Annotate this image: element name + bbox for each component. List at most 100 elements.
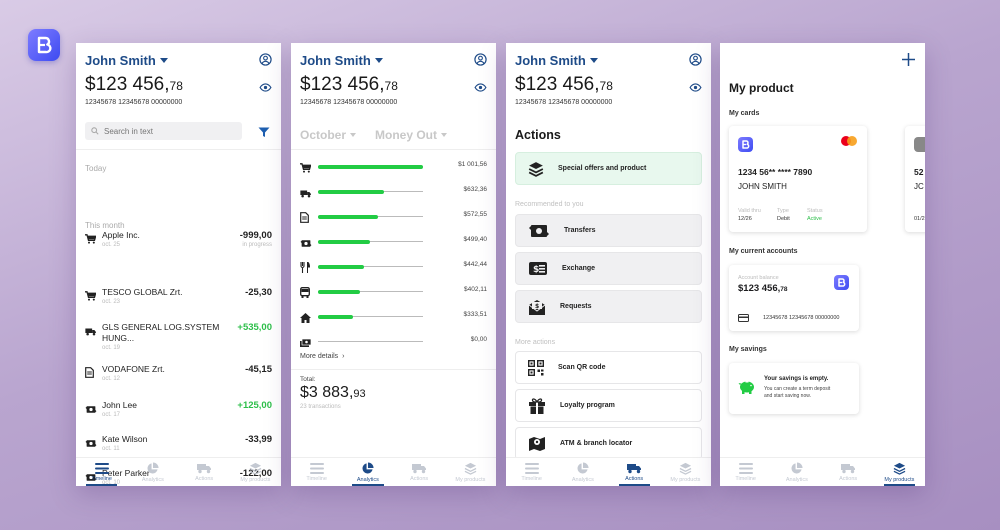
account-card[interactable]: Account balance $123 456,78 12345678 123… — [729, 265, 859, 331]
bar-track — [318, 316, 423, 317]
transfers-button[interactable]: Transfers — [515, 214, 702, 247]
spending-row[interactable]: $572,55 — [300, 210, 487, 223]
nav-actions[interactable]: Actions — [179, 458, 230, 486]
nav-my-products[interactable]: My products — [874, 458, 925, 486]
spending-row[interactable]: $0,00 — [300, 335, 487, 347]
eye-icon[interactable] — [689, 79, 702, 97]
nav-my-products[interactable]: My products — [445, 458, 496, 486]
transaction-date: oct. 17 — [102, 412, 121, 418]
divider — [291, 149, 496, 150]
more-details-link[interactable]: More details › — [300, 353, 344, 360]
nav-analytics[interactable]: Analytics — [127, 458, 178, 486]
app-logo — [28, 29, 60, 61]
nav-analytics[interactable]: Analytics — [771, 458, 822, 486]
nav-timeline[interactable]: Timeline — [76, 458, 127, 486]
search-input[interactable] — [104, 126, 224, 136]
user-switcher[interactable]: John Smith — [515, 53, 702, 68]
nav-label: My products — [884, 476, 915, 483]
loyalty-program-label: Loyalty program — [560, 402, 615, 409]
atm-locator-label: ATM & branch locator — [560, 440, 633, 447]
spending-row[interactable]: $442,44 — [300, 260, 487, 273]
bank-card-peek[interactable]: 52 JC 01/2 — [905, 126, 925, 232]
account-balance: $123 456,78 — [738, 283, 788, 294]
profile-icon[interactable] — [689, 53, 702, 71]
bank-logo — [834, 275, 849, 290]
money-icon — [85, 469, 97, 486]
eye-icon[interactable] — [259, 79, 272, 97]
spending-row[interactable]: $333,51 — [300, 310, 488, 323]
transaction-date: oct. 23 — [102, 299, 121, 305]
bar-value: $499,40 — [463, 236, 488, 243]
loyalty-program-button[interactable]: Loyalty program — [515, 389, 702, 422]
spending-row[interactable]: $402,11 — [300, 285, 487, 298]
nav-analytics[interactable]: Analytics — [342, 458, 393, 486]
user-switcher[interactable]: John Smith — [85, 53, 272, 68]
balance-main: $123 456, — [300, 74, 385, 95]
transaction-amount: -45,15 — [245, 364, 272, 375]
spending-row[interactable]: $1 001,56 — [300, 160, 487, 173]
profile-icon[interactable] — [474, 53, 487, 71]
scan-qr-button[interactable]: Scan QR code — [515, 351, 702, 384]
analytics-screen: John Smith $123 456,78 12345678 12345678… — [291, 43, 496, 486]
mode-value: Money Out — [375, 128, 437, 142]
layers-icon — [679, 462, 692, 475]
add-icon[interactable] — [902, 53, 915, 71]
search-bar[interactable] — [85, 122, 242, 140]
exchange-button[interactable]: $ Exchange — [515, 252, 702, 285]
transaction-row[interactable]: TESCO GLOBAL Zrt. -25,30 oct. 23 — [85, 287, 272, 315]
bank-card[interactable]: 1234 56** **** 7890 JOHN SMITH Valid thr… — [729, 126, 867, 232]
bottom-nav: Timeline Analytics Actions My products — [291, 457, 496, 486]
money-icon — [85, 435, 97, 453]
nav-analytics[interactable]: Analytics — [557, 458, 608, 486]
transaction-row[interactable]: Kate Wilson -33,99 oct. 11 — [85, 434, 272, 462]
pie-chart-icon — [362, 461, 374, 474]
mode-dropdown[interactable]: Money Out — [375, 128, 447, 142]
transaction-amount: -33,99 — [245, 434, 272, 445]
nav-label: Analytics — [356, 476, 379, 483]
balance-main: $123 456, — [85, 74, 170, 95]
transaction-row[interactable]: Apple Inc. -999,00 oct. 25 in progress — [85, 230, 272, 258]
cash-icon — [300, 335, 312, 353]
user-name: John Smith — [85, 53, 156, 68]
spending-row[interactable]: $632,36 — [300, 185, 487, 198]
month-dropdown[interactable]: October — [300, 128, 357, 142]
balance-main: $123 456, — [515, 74, 600, 95]
transaction-row[interactable]: John Lee +125,00 oct. 17 — [85, 400, 272, 428]
spending-row[interactable]: $499,40 — [300, 235, 487, 247]
nav-timeline[interactable]: Timeline — [291, 458, 342, 486]
profile-icon[interactable] — [259, 53, 272, 71]
transfer-money-icon — [529, 224, 549, 237]
layers-icon — [249, 462, 262, 475]
nav-my-products[interactable]: My products — [230, 458, 281, 486]
nav-label: My products — [240, 476, 271, 483]
bank-logo — [738, 137, 753, 152]
atm-locator-button[interactable]: ATM & branch locator — [515, 427, 702, 460]
bottom-nav: Timeline Analytics Actions My products — [720, 457, 925, 486]
nav-timeline[interactable]: Timeline — [506, 458, 557, 486]
nav-label: My products — [670, 476, 701, 483]
actions-screen: John Smith $123 456,78 12345678 12345678… — [506, 43, 711, 486]
transaction-row[interactable]: GLS GENERAL LOG.SYSTEM HUNG... +535,00 oct… — [85, 322, 272, 351]
nav-actions[interactable]: Actions — [394, 458, 445, 486]
transaction-status: in progress — [242, 242, 272, 248]
nav-my-products[interactable]: My products — [660, 458, 711, 486]
account-balance-cents: 78 — [780, 286, 788, 293]
bar-fill — [318, 289, 361, 294]
nav-actions[interactable]: Actions — [609, 458, 660, 486]
user-switcher[interactable]: John Smith — [300, 53, 487, 68]
special-offers-button[interactable]: Special offers and product — [515, 152, 702, 185]
timeline-icon — [94, 462, 109, 474]
products-screen: My product My cards 1234 56** **** 7890 … — [720, 43, 925, 486]
chevron-right-icon: › — [342, 353, 345, 360]
requests-button[interactable]: $ Requests — [515, 290, 702, 323]
eye-icon[interactable] — [474, 79, 487, 97]
nav-timeline[interactable]: Timeline — [720, 458, 771, 486]
nav-actions[interactable]: Actions — [823, 458, 874, 486]
savings-card[interactable]: Your savings is empty. You can create a … — [729, 363, 859, 414]
transaction-row[interactable]: VODAFONE Zrt. -45,15 oct. 12 — [85, 364, 272, 392]
bar-value: $333,51 — [463, 311, 488, 318]
transaction-amount: +535,00 — [237, 322, 272, 333]
filter-icon[interactable] — [258, 125, 270, 143]
bar-fill — [318, 164, 423, 169]
card-number: 52 — [914, 167, 924, 177]
